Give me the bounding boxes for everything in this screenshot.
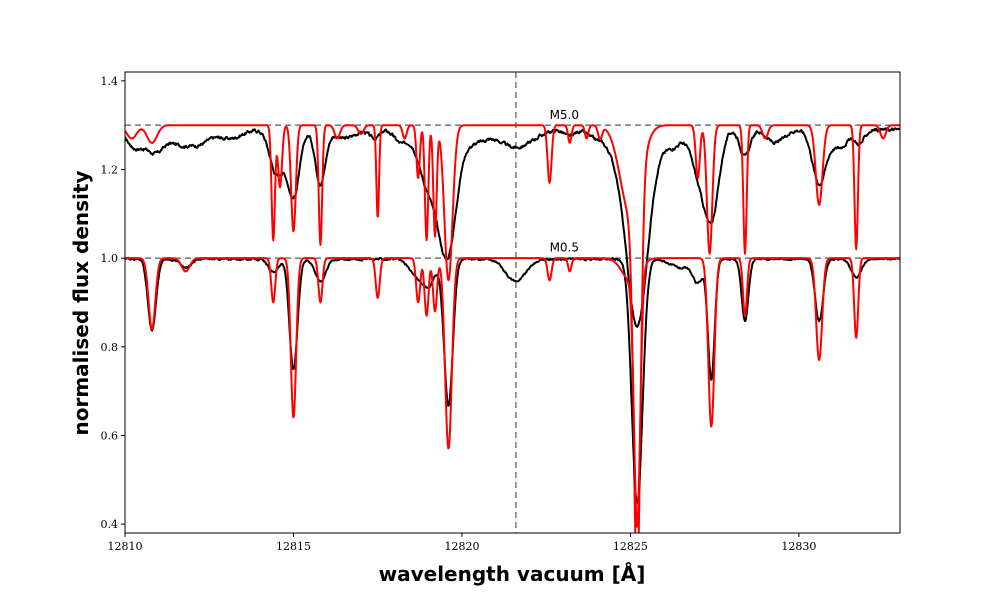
y-tick-label: 0.6 [101,429,119,442]
x-tick-label: 12825 [613,540,648,553]
y-tick-label: 1.2 [101,164,119,177]
axis-ticks: 12810 12815 12820 12825 12830 0.4 0.6 0.8 1.0 1.2… [101,75,817,553]
plot-frame [124,71,901,534]
reference-lines [125,72,900,533]
series-annotation: M5.0 [550,108,579,122]
y-axis-label: normalised flux density [69,170,93,435]
annotations: M5.0 M0.5 [550,108,579,255]
y-tick-label: 0.4 [101,518,119,531]
black-spectrum-line [125,256,900,504]
y-tick-label: 1.0 [101,252,119,265]
x-tick-label: 12820 [444,540,479,553]
series-annotation: M0.5 [550,241,579,255]
x-tick-label: 12830 [781,540,816,553]
red-spectrum-line [125,124,900,533]
x-tick-label: 12815 [276,540,311,553]
y-tick-label: 0.8 [101,341,119,354]
x-axis-label: wavelength vacuum [Å] [379,562,646,586]
series-layer [125,124,900,533]
y-tick-label: 1.4 [101,75,119,88]
red-spectrum-line [125,257,900,528]
x-tick-label: 12810 [108,540,143,553]
black-spectrum-line [125,127,900,328]
